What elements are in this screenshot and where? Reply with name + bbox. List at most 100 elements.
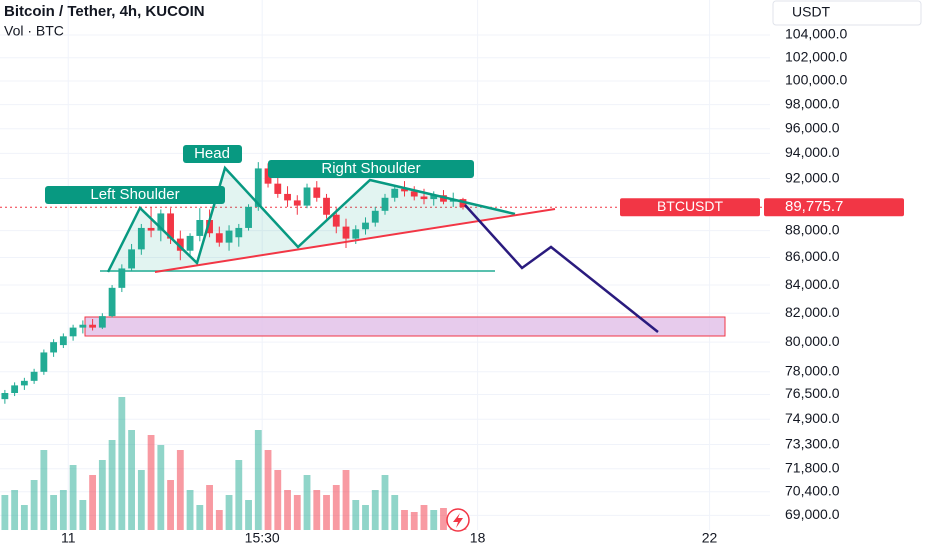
volume-bar <box>440 508 447 530</box>
y-tick-label: 88,000.0 <box>785 221 840 237</box>
chart-title: Bitcoin / Tether, 4h, KUCOIN <box>4 3 205 20</box>
y-tick-label: 76,500.0 <box>785 385 840 401</box>
candle-body <box>196 219 204 236</box>
candle-body <box>381 197 389 211</box>
volume-bar <box>176 450 184 530</box>
candle-body <box>206 219 213 234</box>
volume-bar <box>137 470 145 530</box>
volume-bar <box>79 500 87 530</box>
candle-body <box>342 226 350 239</box>
volume-bar <box>235 460 243 530</box>
volume-bar <box>147 435 155 530</box>
candle-body <box>98 316 106 328</box>
candle-body <box>137 227 145 250</box>
candle-body <box>235 227 243 238</box>
candle-body <box>118 268 126 288</box>
y-tick-label: 70,400.0 <box>785 483 840 499</box>
candle-body <box>186 235 194 251</box>
candle-body <box>157 213 165 231</box>
volume-bar <box>11 490 19 530</box>
x-tick-label: 15:30 <box>245 530 280 546</box>
candle-body <box>245 206 252 228</box>
volume-bar <box>381 475 389 530</box>
y-tick-label: 102,000.0 <box>785 48 847 64</box>
candle-body <box>430 195 438 200</box>
volume-bar <box>225 495 233 530</box>
volume-bar <box>128 430 135 530</box>
candle-body <box>108 287 116 317</box>
candle-body <box>1 393 9 400</box>
candle-body <box>20 380 28 386</box>
volume-bar <box>89 475 97 530</box>
candle-body <box>176 238 184 251</box>
currency-box[interactable] <box>772 0 922 26</box>
y-tick-label: 94,000.0 <box>785 144 840 160</box>
y-tick-label: 78,000.0 <box>785 363 840 379</box>
volume-bar <box>245 500 252 530</box>
y-tick-label: 69,000.0 <box>785 506 840 522</box>
y-tick-label: 82,000.0 <box>785 304 840 320</box>
y-tick-label: 104,000.0 <box>785 26 847 42</box>
volume-bar <box>362 505 369 530</box>
volume-bar <box>196 505 204 530</box>
volume-bar <box>206 485 213 530</box>
currency: USDT <box>792 4 831 20</box>
candle-body <box>459 199 467 208</box>
volume-bar <box>254 430 262 530</box>
volume-bar <box>59 490 67 530</box>
candle-body <box>254 168 262 207</box>
candle-body <box>371 210 379 223</box>
y-tick-label: 96,000.0 <box>785 119 840 135</box>
candle-body <box>391 188 399 198</box>
y-tick-label: 80,000.0 <box>785 333 840 349</box>
candle-body <box>69 327 77 337</box>
volume-bar <box>332 485 340 530</box>
annotation-text: Right Shoulder <box>321 160 420 177</box>
volume-bar <box>50 495 58 530</box>
volume-bar <box>40 450 48 530</box>
projection <box>464 204 659 333</box>
candle-body <box>352 229 360 239</box>
volume-bar <box>20 505 28 530</box>
volume-bar <box>303 475 311 530</box>
candle-body <box>401 188 408 192</box>
y-tick-label: 84,000.0 <box>785 276 840 292</box>
y-tick-label: 92,000.0 <box>785 169 840 185</box>
volume-bar <box>410 512 418 530</box>
candle-body <box>89 324 97 328</box>
volume-bar <box>118 397 126 530</box>
candle-body <box>303 187 311 206</box>
candle-body <box>420 196 428 200</box>
volume-bar <box>313 490 321 530</box>
volume-bar <box>30 480 38 530</box>
candle-body <box>11 385 19 394</box>
volume-bar <box>430 510 438 530</box>
candle-body <box>284 193 291 201</box>
volume-bar <box>69 465 77 530</box>
candle-body <box>128 249 135 269</box>
symbol-box <box>620 198 760 217</box>
y-tick-label: 73,300.0 <box>785 435 840 451</box>
neckline <box>154 208 556 273</box>
y-tick-label: 100,000.0 <box>785 72 847 88</box>
pattern-outline <box>106 165 516 273</box>
annotation-text: Left Shoulder <box>90 186 179 203</box>
candle-body <box>79 324 87 328</box>
volume-bar <box>215 510 223 530</box>
candle-body <box>59 336 67 346</box>
x-tick-label: 18 <box>470 530 486 546</box>
x-tick-label: 11 <box>61 530 76 546</box>
y-tick-label: 74,900.0 <box>785 410 840 426</box>
candle-body <box>50 342 58 353</box>
candle-body <box>40 352 48 372</box>
volume-bar <box>323 495 330 530</box>
volume-bar <box>274 470 282 530</box>
candle-body <box>410 191 418 197</box>
volume-bar <box>108 440 116 530</box>
candle-body <box>332 214 340 227</box>
candle-body <box>167 213 174 239</box>
volume-bar <box>284 490 291 530</box>
candle-body <box>274 183 282 194</box>
candle-body <box>323 197 330 215</box>
volume-bar <box>98 460 106 530</box>
